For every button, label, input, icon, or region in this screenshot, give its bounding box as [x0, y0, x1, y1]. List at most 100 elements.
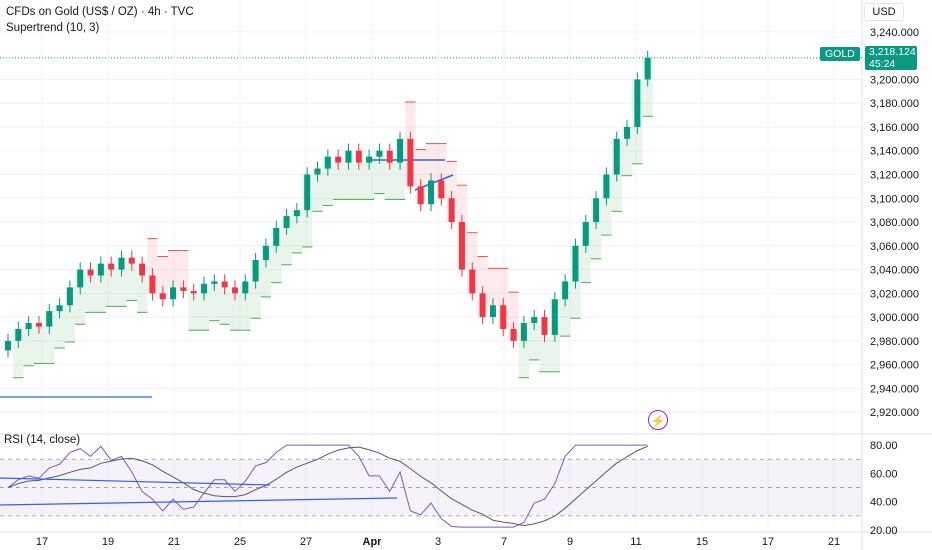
price-tick-label: 2,960.000 [870, 360, 919, 372]
candle-body [211, 281, 218, 284]
candle-body [35, 323, 42, 327]
supertrend-fill [436, 143, 447, 199]
time-tick-label: 17 [762, 536, 774, 548]
supertrend-fill [374, 150, 385, 194]
supertrend-fill [64, 287, 76, 343]
supertrend-fill [54, 305, 65, 348]
supertrend-fill [188, 293, 199, 331]
rsi-axis: 80.00 60.00 40.00 20.00 [870, 440, 898, 537]
supertrend-fill [621, 126, 633, 176]
time-axis: 17 19 21 25 27 Apr 3 7 9 11 15 17 21 [36, 536, 840, 548]
price-tick-label: 3,180.000 [870, 98, 919, 110]
price-tick-label: 3,060.000 [870, 241, 919, 253]
candle-body [283, 216, 290, 228]
candle-body [417, 186, 424, 205]
bar-countdown: 45:24 [869, 58, 896, 70]
supertrend-fill [322, 156, 333, 206]
supertrend-fill [136, 275, 148, 313]
price-tick-label: 3,200.000 [870, 74, 919, 86]
candle-body [159, 293, 166, 300]
supertrend-fill [363, 156, 375, 200]
currency-button[interactable]: USD [864, 3, 904, 21]
symbol-title[interactable]: CFDs on Gold (US$ / OZ) · 4h · TVC [6, 6, 194, 18]
candle-body [479, 293, 486, 318]
candle-body [386, 150, 393, 163]
last-price-tag: 3,218.124 45:24 [865, 46, 917, 70]
candle-body [469, 269, 476, 294]
candle-body [324, 156, 331, 169]
supertrend-label[interactable]: Supertrend (10, 3) [6, 22, 100, 34]
supertrend-fill [240, 281, 251, 331]
candle-body [242, 281, 249, 294]
supertrend-fill [539, 334, 550, 372]
symbol-price-tag: GOLD [820, 47, 860, 61]
supertrend-fill [291, 210, 303, 253]
candle-body [366, 156, 373, 163]
supertrend-fill [198, 283, 210, 331]
supertrend-fill [312, 168, 323, 212]
rsi-label[interactable]: RSI (14, close) [4, 434, 81, 446]
price-tick-label: 3,120.000 [870, 169, 919, 181]
time-tick-label: Apr [363, 536, 383, 548]
candle-body [87, 269, 94, 276]
supertrend-fill [518, 323, 530, 378]
candle-body [562, 281, 569, 300]
price-tick-label: 2,940.000 [870, 383, 919, 395]
supertrend-fill [33, 326, 45, 364]
candle-body [335, 156, 342, 163]
candle-body [613, 138, 620, 175]
price-axis: 3,240.000 3,200.000 3,180.000 3,160.000 3,14… [870, 27, 919, 419]
time-tick-label: 11 [630, 536, 641, 548]
supertrend-fill [529, 317, 540, 360]
price-tick-label: 3,240.000 [870, 27, 919, 39]
candle-body [25, 323, 32, 329]
candle-body [15, 328, 22, 341]
candle-body [46, 311, 53, 327]
rsi-pane [0, 444, 862, 528]
candle-body [500, 305, 507, 329]
supertrend-fill [147, 238, 158, 294]
candle-body [149, 275, 156, 294]
supertrend-fill [23, 323, 34, 366]
supertrend-fill [559, 281, 571, 337]
time-tick-label: 7 [501, 536, 507, 548]
candle-body [262, 245, 269, 261]
candle-body [201, 283, 208, 294]
supertrend-fill [106, 269, 117, 307]
time-tick-label: 21 [168, 536, 180, 548]
candle-body [190, 290, 197, 294]
candle-body [97, 263, 104, 276]
supertrend-fill [116, 257, 127, 307]
supertrend-fill [178, 250, 189, 291]
rsi-trendline-2 [0, 497, 398, 506]
time-tick-label: 25 [234, 536, 246, 548]
candlestick-series [5, 50, 651, 358]
candle-body [170, 287, 177, 300]
price-tick-label: 3,020.000 [870, 288, 919, 300]
candle-body [448, 198, 455, 223]
supertrend-fill [353, 162, 364, 200]
rsi-band [0, 459, 862, 516]
supertrend-fill [95, 263, 107, 313]
time-tick-label: 3 [435, 536, 441, 548]
candle-body [644, 57, 651, 80]
supertrend-fill [44, 311, 55, 364]
time-tick-label: 17 [36, 536, 48, 548]
candle-body [180, 287, 187, 291]
last-price: 3,218.124 [869, 46, 916, 58]
supertrend-fill [85, 275, 96, 313]
price-tick-label: 2,980.000 [870, 336, 919, 348]
lightning-icon[interactable]: ⚡ [648, 410, 668, 430]
supertrend-fill [75, 269, 86, 325]
price-tick-label: 3,040.000 [870, 265, 919, 277]
candle-body [510, 328, 517, 341]
price-tick-label: 3,080.000 [870, 217, 919, 229]
supertrend-fill [384, 162, 395, 200]
chart-legend: CFDs on Gold (US$ / OZ) · 4h · TVC Super… [6, 4, 194, 36]
time-tick-label: 9 [567, 536, 573, 548]
supertrend-fill [425, 143, 437, 181]
candle-body [56, 305, 63, 312]
candle-body [634, 79, 641, 127]
